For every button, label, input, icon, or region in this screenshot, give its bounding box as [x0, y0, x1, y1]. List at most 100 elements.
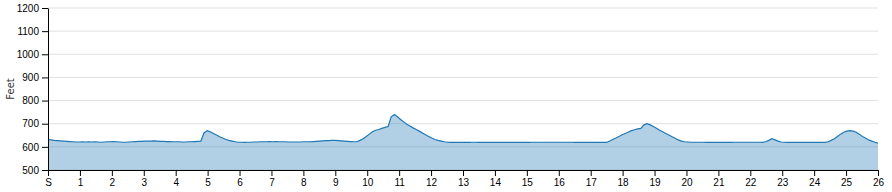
- tick: 26: [873, 170, 885, 188]
- tick-mark: [240, 170, 241, 176]
- tick-mark: [559, 170, 560, 176]
- tick-label: 14: [490, 177, 502, 188]
- tick-mark: [335, 170, 336, 176]
- tick: 22: [745, 170, 757, 188]
- tick-mark: [527, 170, 528, 176]
- tick-mark: [42, 31, 48, 32]
- tick-mark: [623, 170, 624, 176]
- tick-mark: [814, 170, 815, 176]
- tick-mark: [144, 170, 145, 176]
- tick-label: 800: [22, 95, 39, 106]
- tick: 800: [22, 95, 48, 106]
- tick-label: S: [45, 177, 52, 188]
- grid-line: [48, 31, 878, 32]
- tick-label: 15: [522, 177, 534, 188]
- tick: 1200: [17, 3, 48, 14]
- tick: 8: [301, 170, 307, 188]
- tick-label: 16: [554, 177, 566, 188]
- tick-label: 600: [22, 142, 39, 153]
- x-axis: S123456789101112131415161718192021222324…: [45, 170, 884, 188]
- plot-area: [48, 114, 878, 170]
- grid-line: [48, 77, 878, 78]
- tick-label: 1000: [17, 49, 40, 60]
- tick-mark: [399, 170, 400, 176]
- tick-mark: [42, 54, 48, 55]
- tick: 700: [22, 118, 48, 129]
- tick-label: 19: [649, 177, 661, 188]
- tick: 18: [618, 170, 630, 188]
- line: [48, 114, 878, 143]
- tick-mark: [431, 170, 432, 176]
- grid: [48, 8, 878, 170]
- tick-label: 8: [301, 177, 307, 188]
- tick-label: 25: [841, 177, 853, 188]
- tick-label: 500: [22, 165, 39, 176]
- grid-line: [48, 123, 878, 124]
- tick: 4: [173, 170, 179, 188]
- tick-label: 22: [745, 177, 757, 188]
- tick-mark: [42, 170, 48, 171]
- tick: 21: [713, 170, 725, 188]
- chart: S123456789101112131415161718192021222324…: [0, 0, 892, 192]
- tick-mark: [42, 124, 48, 125]
- tick-mark: [271, 170, 272, 176]
- tick-mark: [463, 170, 464, 176]
- tick: 1100: [17, 26, 48, 37]
- grid-line: [48, 100, 878, 101]
- area: [48, 114, 878, 170]
- tick: 13: [458, 170, 470, 188]
- tick-label: 24: [809, 177, 821, 188]
- axis-domain: [48, 9, 49, 171]
- tick-mark: [112, 170, 113, 176]
- tick-label: 1100: [17, 26, 39, 37]
- tick-mark: [42, 101, 48, 102]
- grid-line: [48, 8, 878, 9]
- tick-label: 1200: [17, 3, 40, 14]
- tick: 10: [362, 170, 374, 188]
- tick-mark: [42, 8, 48, 9]
- tick-label: 3: [141, 177, 147, 188]
- tick: 6: [237, 170, 243, 188]
- tick-label: 700: [22, 118, 39, 129]
- grid-line: [48, 54, 878, 55]
- tick-label: 2: [110, 177, 116, 188]
- tick: 9: [333, 170, 339, 188]
- tick: 19: [649, 170, 661, 188]
- tick-label: 1: [78, 177, 84, 188]
- tick: 7: [269, 170, 275, 188]
- tick-label: 20: [681, 177, 693, 188]
- tick-mark: [48, 170, 49, 176]
- tick: 3: [141, 170, 147, 188]
- tick-label: 4: [173, 177, 179, 188]
- tick-mark: [176, 170, 177, 176]
- y-axis: 500 600 700 800 900 1000 1100 1200: [17, 3, 49, 176]
- tick: 14: [490, 170, 502, 188]
- tick-mark: [655, 170, 656, 176]
- tick-mark: [782, 170, 783, 176]
- tick: 1000: [17, 49, 48, 60]
- tick: 23: [777, 170, 789, 188]
- tick-mark: [208, 170, 209, 176]
- tick: 500: [22, 165, 48, 176]
- tick-label: 900: [22, 72, 39, 83]
- tick: 24: [809, 170, 821, 188]
- tick-mark: [686, 170, 687, 176]
- tick-mark: [42, 77, 48, 78]
- tick-label: 26: [873, 177, 885, 188]
- tick-label: 6: [237, 177, 243, 188]
- tick-mark: [42, 147, 48, 148]
- tick-mark: [495, 170, 496, 176]
- tick: 11: [394, 170, 405, 188]
- tick-label: 17: [586, 177, 598, 188]
- tick-mark: [591, 170, 592, 176]
- tick-label: 13: [458, 177, 470, 188]
- tick: 600: [22, 142, 48, 153]
- tick-label: 23: [777, 177, 789, 188]
- tick-label: 18: [618, 177, 630, 188]
- tick-mark: [303, 170, 304, 176]
- y-axis-label: Feet: [5, 78, 16, 100]
- tick: 5: [205, 170, 211, 188]
- tick-mark: [80, 170, 81, 176]
- tick: 16: [554, 170, 566, 188]
- tick-label: 9: [333, 177, 339, 188]
